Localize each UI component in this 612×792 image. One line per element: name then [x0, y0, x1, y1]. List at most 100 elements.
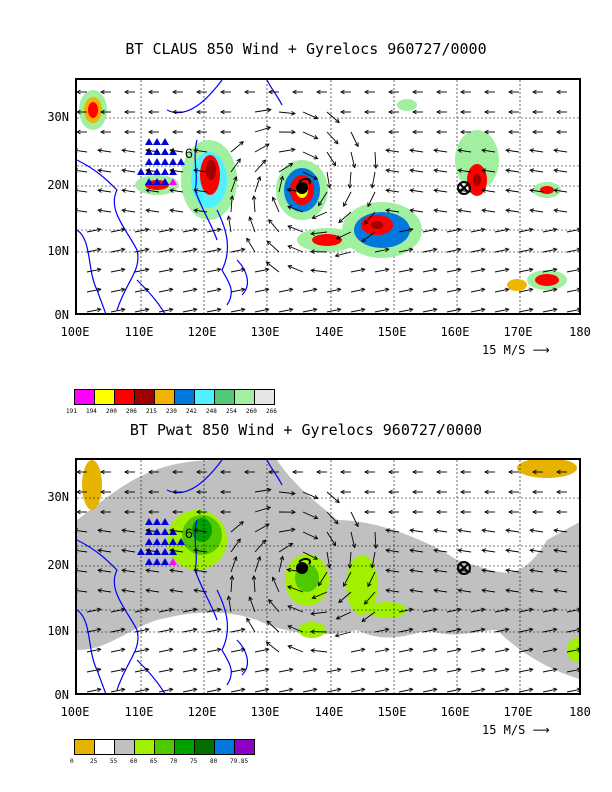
wind-arrow: [458, 189, 472, 193]
wind-arrow: [506, 189, 520, 193]
wind-arrow-head: [388, 489, 393, 495]
wind-arrow-head: [144, 667, 150, 673]
wind-arrow-head: [264, 267, 270, 273]
wind-arrow: [302, 491, 318, 499]
wind-arrow: [434, 549, 448, 553]
wind-arrow-head: [364, 109, 369, 115]
top-colorbar-label: 215: [146, 408, 157, 415]
wind-arrow: [146, 569, 160, 573]
wind-arrow: [311, 269, 328, 273]
wind-arrow: [254, 539, 266, 553]
wind-arrow-head: [457, 208, 463, 213]
wind-arrow-head: [335, 235, 341, 240]
bottom-colorbar-swatch: [135, 740, 155, 754]
wind-arrow: [410, 169, 424, 173]
wind-arrow-head: [384, 627, 390, 633]
wind-arrow-head: [312, 287, 318, 293]
wind-arrow: [86, 688, 101, 693]
wind-arrow-head: [97, 208, 103, 213]
wind-arrow-head: [145, 528, 151, 533]
top-vector-scale-label: 15 M/S ⟶: [482, 343, 550, 357]
bottom-x-tick-170e: 170E: [503, 705, 533, 719]
wind-arrow: [254, 176, 261, 193]
wind-arrow-head: [528, 227, 534, 233]
wind-arrow-head: [480, 227, 486, 233]
top-y-tick-0n: 0N: [54, 308, 69, 322]
wind-arrow: [458, 589, 472, 593]
wind-arrow-head: [311, 594, 317, 600]
wind-arrow: [249, 596, 256, 613]
wind-arrow: [182, 628, 197, 633]
wind-arrow: [288, 645, 304, 653]
wind-arrow: [278, 308, 293, 313]
bottom-colorbar-swatch: [115, 740, 135, 754]
wind-arrow-head: [216, 667, 222, 673]
wind-arrow-head: [360, 687, 366, 693]
wind-arrow: [458, 169, 472, 173]
wind-arrow-head: [120, 227, 126, 233]
wind-arrow: [158, 288, 173, 293]
wind-arrow-head: [168, 247, 174, 253]
wind-arrow-head: [229, 575, 235, 580]
wind-arrow-head: [556, 129, 561, 135]
wind-arrow-head: [532, 89, 537, 95]
wind-arrow: [458, 149, 472, 153]
wind-arrow-head: [436, 129, 441, 135]
wind-arrow: [182, 668, 197, 673]
wind-arrow: [398, 688, 413, 693]
wind-arrow-head: [120, 267, 126, 273]
wind-arrow: [170, 149, 184, 153]
wind-arrow-head: [336, 667, 342, 673]
wind-arrow: [206, 308, 221, 313]
wind-arrow: [182, 288, 197, 293]
wind-arrow: [266, 641, 280, 653]
wind-arrow: [446, 228, 461, 233]
wind-arrow: [278, 288, 293, 293]
wind-arrow: [410, 149, 424, 153]
wind-arrow-head: [409, 148, 415, 153]
wind-arrow-head: [77, 469, 81, 475]
wind-arrow-head: [256, 555, 262, 561]
wind-arrow-head: [196, 109, 201, 115]
wind-arrow: [170, 549, 184, 553]
wind-arrow-head: [145, 548, 151, 553]
wind-arrow: [458, 529, 472, 533]
wind-arrow-head: [290, 527, 296, 533]
top-x-tick-110e: 110E: [124, 325, 154, 339]
wind-arrow-head: [326, 183, 332, 189]
wind-arrow-head: [354, 142, 359, 148]
wind-arrow-head: [240, 287, 246, 293]
bottom-y-tick-10n: 10N: [47, 624, 69, 638]
wind-arrow: [98, 529, 112, 533]
wind-arrow-head: [552, 607, 558, 613]
wind-arrow: [374, 628, 389, 633]
wind-arrow: [268, 219, 280, 233]
wind-arrow-head: [336, 687, 342, 693]
wind-arrow-head: [248, 216, 253, 221]
wind-arrow: [530, 209, 544, 213]
wind-arrow-head: [351, 543, 357, 549]
wind-arrow: [371, 551, 376, 568]
bottom-colorbar-labels: 0 25 55 60 65 70 75 80 79.85: [70, 758, 250, 765]
wind-arrow-head: [556, 489, 561, 495]
wind-arrow: [350, 308, 365, 313]
wind-arrow-head: [168, 687, 174, 693]
wind-arrow-head: [169, 568, 175, 573]
wind-arrow: [326, 131, 339, 145]
wind-arrow-head: [193, 168, 199, 173]
wind-arrow-head: [388, 89, 393, 95]
wind-arrow-head: [456, 627, 462, 633]
scale-arrow-icon: ⟶: [532, 723, 550, 737]
wind-arrow: [278, 688, 293, 693]
top-colorbar: [74, 389, 275, 405]
wind-arrow-head: [121, 208, 127, 213]
wind-arrow: [228, 596, 232, 613]
wind-arrow-head: [220, 129, 225, 135]
wind-arrow-head: [288, 163, 294, 168]
wind-arrow: [230, 288, 245, 293]
wind-arrow: [446, 628, 461, 633]
wind-arrow: [254, 143, 270, 153]
wind-arrow: [350, 268, 365, 273]
wind-arrow-head: [169, 548, 175, 553]
wind-arrow-head: [121, 148, 127, 153]
